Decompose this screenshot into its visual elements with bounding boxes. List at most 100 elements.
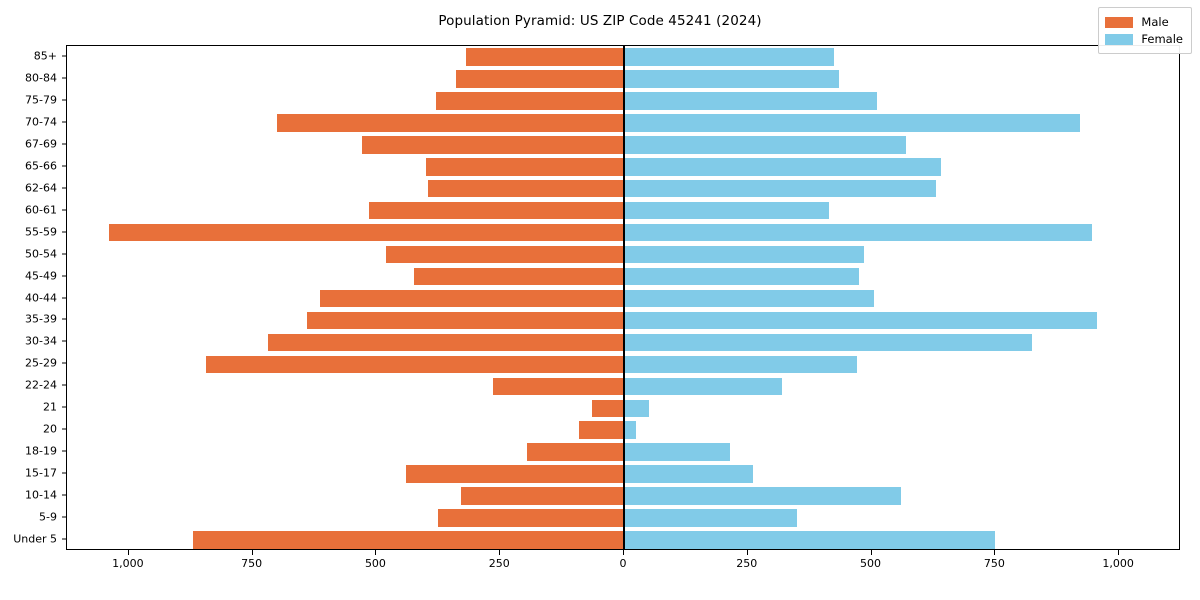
bar-male [465, 48, 624, 66]
bar-row [67, 245, 1179, 264]
y-tick-label: 20 [43, 422, 57, 436]
legend-entry[interactable]: Male [1105, 14, 1183, 30]
bar-row [67, 333, 1179, 352]
x-tick-mark [127, 550, 129, 555]
y-tick-label: 60-61 [25, 203, 57, 217]
legend-entry[interactable]: Female [1105, 31, 1183, 47]
bar-male [425, 157, 624, 176]
bar-row [67, 289, 1179, 308]
bar-row [67, 114, 1179, 132]
bar-row [67, 179, 1179, 198]
x-tick-mark [499, 550, 501, 555]
y-tick-label: 15-17 [25, 466, 57, 480]
bar-row [67, 509, 1179, 527]
y-tick-mark [62, 450, 66, 452]
bar-female [624, 223, 1092, 242]
legend-swatch-male [1105, 16, 1134, 28]
y-tick-mark [62, 406, 66, 408]
x-tick-label: 250 [736, 557, 758, 570]
x-tick-mark [870, 550, 872, 555]
bar-row [67, 443, 1179, 461]
x-tick-mark [746, 550, 748, 555]
bar-female [624, 487, 902, 505]
bar-row [67, 70, 1179, 88]
y-tick-mark [62, 472, 66, 474]
x-tick-mark [994, 550, 996, 555]
y-tick-label: 55-59 [25, 225, 57, 239]
y-tick-label: 45-49 [25, 269, 57, 283]
bar-female [624, 377, 783, 396]
x-tick-label: 1,000 [1102, 557, 1134, 570]
bar-row [67, 48, 1179, 66]
legend-label: Male [1141, 15, 1169, 29]
bar-male [109, 223, 624, 242]
y-tick-mark [62, 143, 66, 145]
y-tick-label: 25-29 [25, 356, 57, 370]
bar-female [624, 443, 731, 461]
bar-male [579, 421, 624, 440]
bars-layer [67, 46, 1179, 549]
bar-female [624, 136, 907, 154]
y-tick-label: 21 [43, 400, 57, 414]
bar-row [67, 355, 1179, 374]
bar-male [205, 355, 624, 374]
plot-area [66, 45, 1180, 550]
y-tick-label: 70-74 [25, 115, 57, 129]
bar-female [624, 92, 877, 110]
bar-male [428, 179, 624, 198]
bar-row [67, 399, 1179, 418]
bar-row [67, 267, 1179, 286]
x-tick-mark [1118, 550, 1120, 555]
y-tick-mark [62, 494, 66, 496]
y-tick-mark [62, 340, 66, 342]
x-tick-mark [251, 550, 253, 555]
y-tick-label: 10-14 [25, 488, 57, 502]
bar-female [624, 311, 1097, 330]
y-tick-mark [62, 318, 66, 320]
x-tick-label: 1,000 [112, 557, 144, 570]
bar-female [624, 531, 996, 549]
bar-row [67, 223, 1179, 242]
bar-female [624, 355, 857, 374]
bar-female [624, 421, 637, 440]
bar-male [591, 399, 624, 418]
y-tick-label: 62-64 [25, 181, 57, 195]
y-tick-mark [62, 253, 66, 255]
legend-label: Female [1141, 32, 1183, 46]
bar-female [624, 157, 941, 176]
y-tick-mark [62, 516, 66, 518]
x-tick-label: 750 [983, 557, 1005, 570]
y-tick-label: 65-66 [25, 159, 57, 173]
y-tick-mark [62, 165, 66, 167]
y-tick-mark [62, 384, 66, 386]
bar-row [67, 421, 1179, 440]
y-tick-label: 85+ [33, 49, 57, 63]
bar-male [460, 487, 624, 505]
y-tick-mark [62, 121, 66, 123]
y-tick-label: 80-84 [25, 71, 57, 85]
x-tick-mark [375, 550, 377, 555]
bar-female [624, 114, 1080, 132]
bar-female [624, 509, 798, 527]
x-tick-mark [623, 550, 624, 555]
y-tick-mark [62, 231, 66, 233]
x-tick-label: 0 [619, 557, 627, 570]
bar-male [406, 465, 624, 483]
bar-row [67, 201, 1179, 220]
bar-female [624, 267, 860, 286]
bar-male [369, 201, 624, 220]
y-tick-label: 40-44 [25, 291, 57, 304]
y-tick-label: 5-9 [39, 510, 57, 524]
bar-row [67, 136, 1179, 154]
bar-male [193, 531, 624, 549]
bar-male [386, 245, 624, 264]
legend-swatch-female [1105, 33, 1134, 45]
bar-male [413, 267, 624, 286]
bar-male [455, 70, 624, 88]
x-axis: 1,000 750 500 250 0 250 500 750 1,000 [66, 550, 1180, 590]
bar-male [435, 92, 624, 110]
y-tick-mark [62, 275, 66, 277]
bar-female [624, 48, 835, 66]
zero-axis-line [623, 46, 625, 549]
